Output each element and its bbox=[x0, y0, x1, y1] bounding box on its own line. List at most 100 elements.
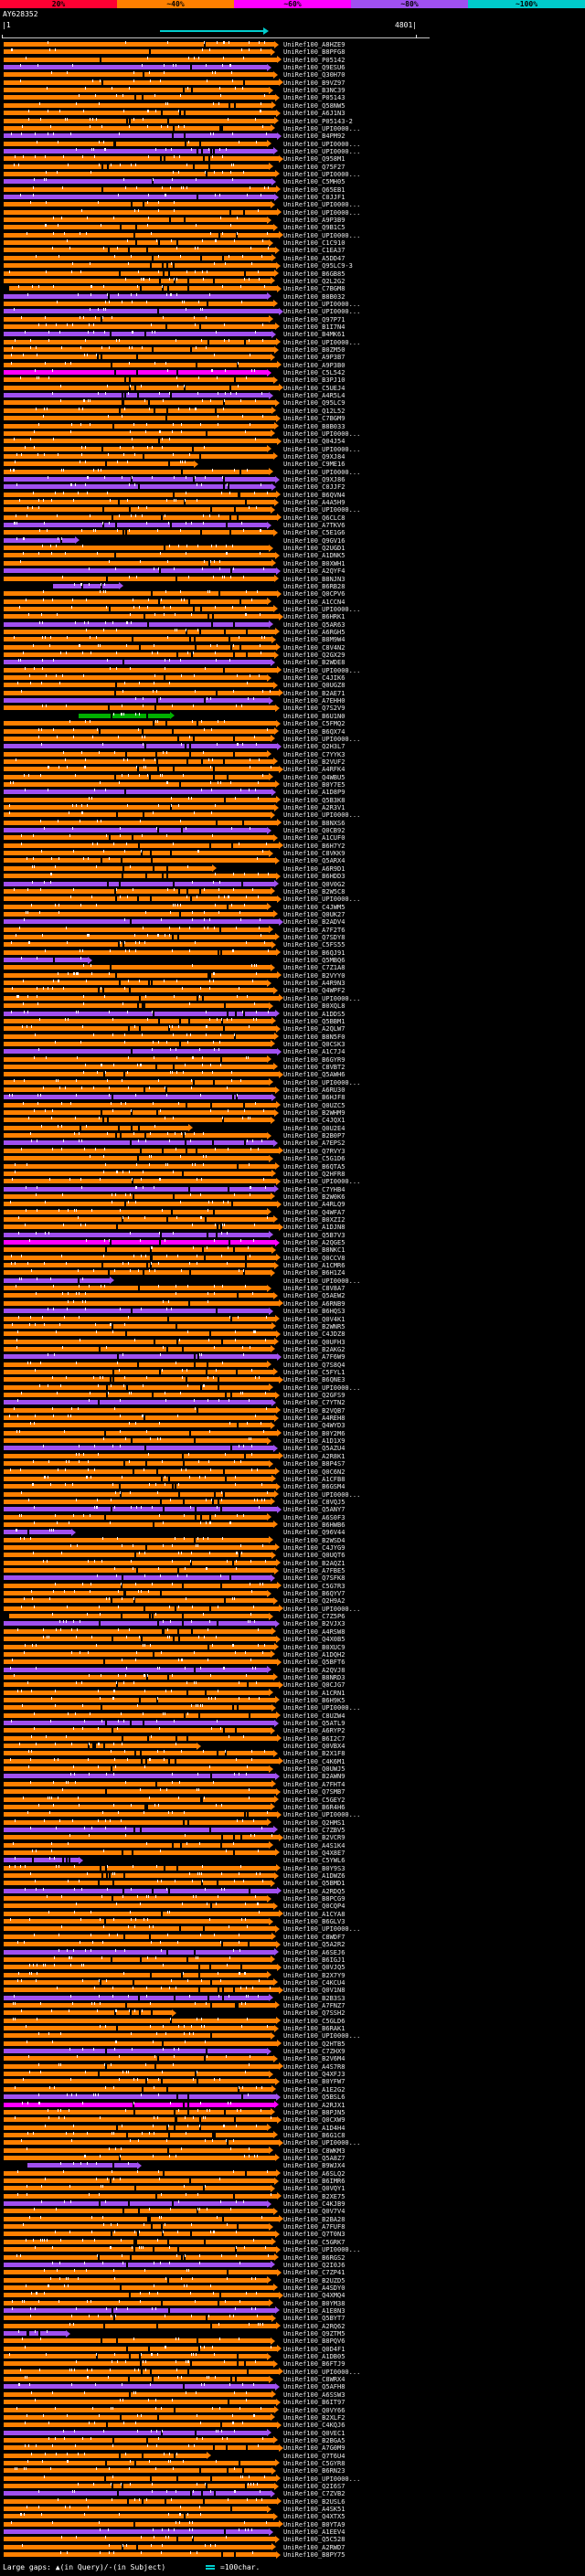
hit-bar[interactable] bbox=[4, 842, 283, 850]
hit-bar[interactable] bbox=[4, 2054, 278, 2062]
hit-bar[interactable] bbox=[4, 635, 276, 643]
hit-bar[interactable] bbox=[4, 811, 275, 819]
hit-label[interactable]: UniRef100_C5GRK7 bbox=[283, 2238, 346, 2246]
hit-label[interactable]: UniRef100_A9P3B9 bbox=[283, 217, 346, 224]
hit-label[interactable]: UniRef100_B2BA28 bbox=[283, 2215, 346, 2223]
hit-bar[interactable] bbox=[4, 1391, 280, 1399]
hit-bar[interactable] bbox=[4, 2421, 282, 2429]
hit-bar[interactable] bbox=[4, 521, 271, 529]
hit-label[interactable]: UniRef100_A2QGE5 bbox=[283, 1239, 346, 1246]
hit-label[interactable]: UniRef100_B2AKG2 bbox=[283, 1345, 346, 1353]
hit-label[interactable]: UniRef100_B2V6M4 bbox=[283, 2055, 346, 2063]
hit-bar[interactable] bbox=[4, 1475, 276, 1483]
hit-bar[interactable] bbox=[4, 666, 282, 674]
hit-bar[interactable] bbox=[4, 605, 278, 613]
hit-bar[interactable] bbox=[4, 1383, 273, 1392]
hit-label[interactable]: UniRef100_B2X7Y9 bbox=[283, 1971, 346, 1979]
hit-bar[interactable] bbox=[4, 1513, 271, 1521]
hit-label[interactable]: UniRef100_Q7S2V9 bbox=[283, 705, 346, 713]
hit-bar[interactable] bbox=[4, 445, 271, 452]
hit-bar[interactable] bbox=[4, 1635, 281, 1643]
hit-bar[interactable] bbox=[4, 750, 271, 758]
hit-label[interactable]: UniRef100_A9P3B0 bbox=[283, 361, 346, 369]
hit-bar[interactable] bbox=[4, 1505, 282, 1513]
hit-bar[interactable] bbox=[4, 2184, 275, 2192]
hit-label[interactable]: UniRef100_B8PQV6 bbox=[283, 2337, 346, 2346]
hit-bar[interactable] bbox=[4, 2429, 271, 2436]
hit-label[interactable]: UniRef100_A4RFK4 bbox=[283, 766, 346, 774]
hit-label[interactable]: UniRef100_A1CYA8 bbox=[283, 1910, 346, 1918]
hit-label[interactable]: UniRef100_C8WRX4 bbox=[283, 2376, 346, 2384]
hit-bar[interactable] bbox=[4, 796, 281, 804]
hit-bar[interactable] bbox=[4, 345, 279, 354]
hit-bar[interactable] bbox=[4, 1986, 283, 1994]
hit-label[interactable]: UniRef100_UPI0000... bbox=[283, 1383, 361, 1392]
hit-bar[interactable] bbox=[4, 1619, 280, 1627]
hit-bar[interactable] bbox=[4, 2489, 275, 2497]
hit-label[interactable]: UniRef100_Q0VJQ5 bbox=[283, 1964, 346, 1972]
hit-bar[interactable] bbox=[4, 498, 279, 506]
hit-label[interactable]: UniRef100_Q0UQT6 bbox=[283, 1552, 346, 1560]
hit-bar[interactable] bbox=[4, 986, 278, 994]
hit-label[interactable]: UniRef100_B2AE71 bbox=[283, 689, 346, 697]
hit-bar[interactable] bbox=[4, 1345, 275, 1353]
hit-bar[interactable] bbox=[4, 1024, 281, 1033]
hit-label[interactable]: UniRef100_Q2H3L7 bbox=[283, 743, 346, 751]
hit-label[interactable]: UniRef100_A1CMR6 bbox=[283, 1262, 346, 1269]
hit-label[interactable]: UniRef100_B2WHM9 bbox=[283, 1109, 346, 1117]
hit-label[interactable]: UniRef100_A1DWZ6 bbox=[283, 1872, 346, 1880]
hit-label[interactable]: UniRef100_UPI0000... bbox=[283, 735, 361, 743]
hit-label[interactable]: UniRef100_B2X1F8 bbox=[283, 1750, 346, 1758]
hit-label[interactable]: UniRef100_UPI0000... bbox=[283, 1811, 361, 1819]
hit-bar[interactable] bbox=[4, 2352, 271, 2360]
hit-label[interactable]: UniRef100_Q5BFT6 bbox=[283, 1659, 346, 1667]
hit-label[interactable]: UniRef100_Q0V7V4 bbox=[283, 2208, 346, 2216]
hit-label[interactable]: UniRef100_B6H1Z4 bbox=[283, 1269, 346, 1277]
hit-bar[interactable] bbox=[4, 70, 278, 79]
hit-label[interactable]: UniRef100_B9WJX4 bbox=[283, 2162, 346, 2170]
hit-label[interactable]: UniRef100_B2USL6 bbox=[283, 2497, 346, 2506]
hit-label[interactable]: UniRef100_B6QX74 bbox=[283, 727, 346, 736]
hit-label[interactable]: UniRef100_P05143-2 bbox=[283, 117, 353, 125]
hit-label[interactable]: UniRef100_C5GYR8 bbox=[283, 2459, 346, 2467]
hit-label[interactable]: UniRef100_Q4WYD3 bbox=[283, 1422, 346, 1430]
hit-label[interactable]: UniRef100_Q0CB92 bbox=[283, 827, 346, 834]
hit-bar[interactable] bbox=[4, 589, 282, 598]
hit-bar[interactable] bbox=[4, 147, 278, 155]
hit-label[interactable]: UniRef100_Q2HMS1 bbox=[283, 1818, 346, 1827]
hit-label[interactable]: UniRef100_UPI0000... bbox=[283, 994, 361, 1002]
hit-label[interactable]: UniRef100_C4JDZ8 bbox=[283, 1330, 346, 1339]
hit-label[interactable]: UniRef100_UPI0000... bbox=[283, 605, 361, 613]
hit-label[interactable]: UniRef100_B6GSM4 bbox=[283, 1483, 346, 1491]
hit-label[interactable]: UniRef100_A1D8P9 bbox=[283, 789, 346, 797]
hit-bar[interactable] bbox=[4, 895, 282, 903]
hit-label[interactable]: UniRef100_UPI0000... bbox=[283, 300, 361, 308]
hit-bar[interactable] bbox=[4, 2505, 271, 2513]
hit-bar[interactable] bbox=[4, 1246, 276, 1254]
hit-bar[interactable] bbox=[4, 177, 276, 186]
hit-bar[interactable] bbox=[4, 1757, 283, 1765]
hit-label[interactable]: UniRef100_Q5BMD1 bbox=[283, 1880, 346, 1888]
hit-bar[interactable] bbox=[4, 246, 280, 254]
hit-label[interactable]: UniRef100_Q6CLC8 bbox=[283, 514, 346, 522]
hit-label[interactable]: UniRef100_A1DNK5 bbox=[283, 552, 346, 560]
hit-label[interactable]: UniRef100_A4SK51 bbox=[283, 2506, 346, 2513]
hit-label[interactable]: UniRef100_UPI0000... bbox=[283, 208, 361, 217]
hit-bar[interactable] bbox=[4, 1582, 282, 1590]
hit-bar[interactable] bbox=[4, 40, 279, 48]
hit-bar[interactable] bbox=[4, 1689, 273, 1697]
hit-label[interactable]: UniRef100_A4R5L4 bbox=[283, 392, 346, 400]
hit-label[interactable]: UniRef100_C4JIK6 bbox=[283, 674, 346, 682]
hit-label[interactable]: UniRef100_Q4WBU5 bbox=[283, 773, 346, 781]
hit-bar[interactable] bbox=[4, 1589, 271, 1597]
hit-bar[interactable] bbox=[4, 963, 275, 971]
hit-bar[interactable] bbox=[4, 223, 278, 231]
hit-label[interactable]: UniRef100_UPI0000... bbox=[283, 1078, 361, 1087]
hit-bar[interactable] bbox=[4, 2390, 276, 2399]
hit-label[interactable]: UniRef100_A7TKV6 bbox=[283, 522, 346, 529]
hit-bar[interactable] bbox=[4, 1033, 279, 1040]
hit-bar[interactable] bbox=[4, 376, 278, 384]
hit-label[interactable]: UniRef100_A2R8K1 bbox=[283, 1452, 346, 1460]
hit-bar[interactable] bbox=[4, 1307, 273, 1315]
hit-bar[interactable] bbox=[4, 2375, 273, 2383]
